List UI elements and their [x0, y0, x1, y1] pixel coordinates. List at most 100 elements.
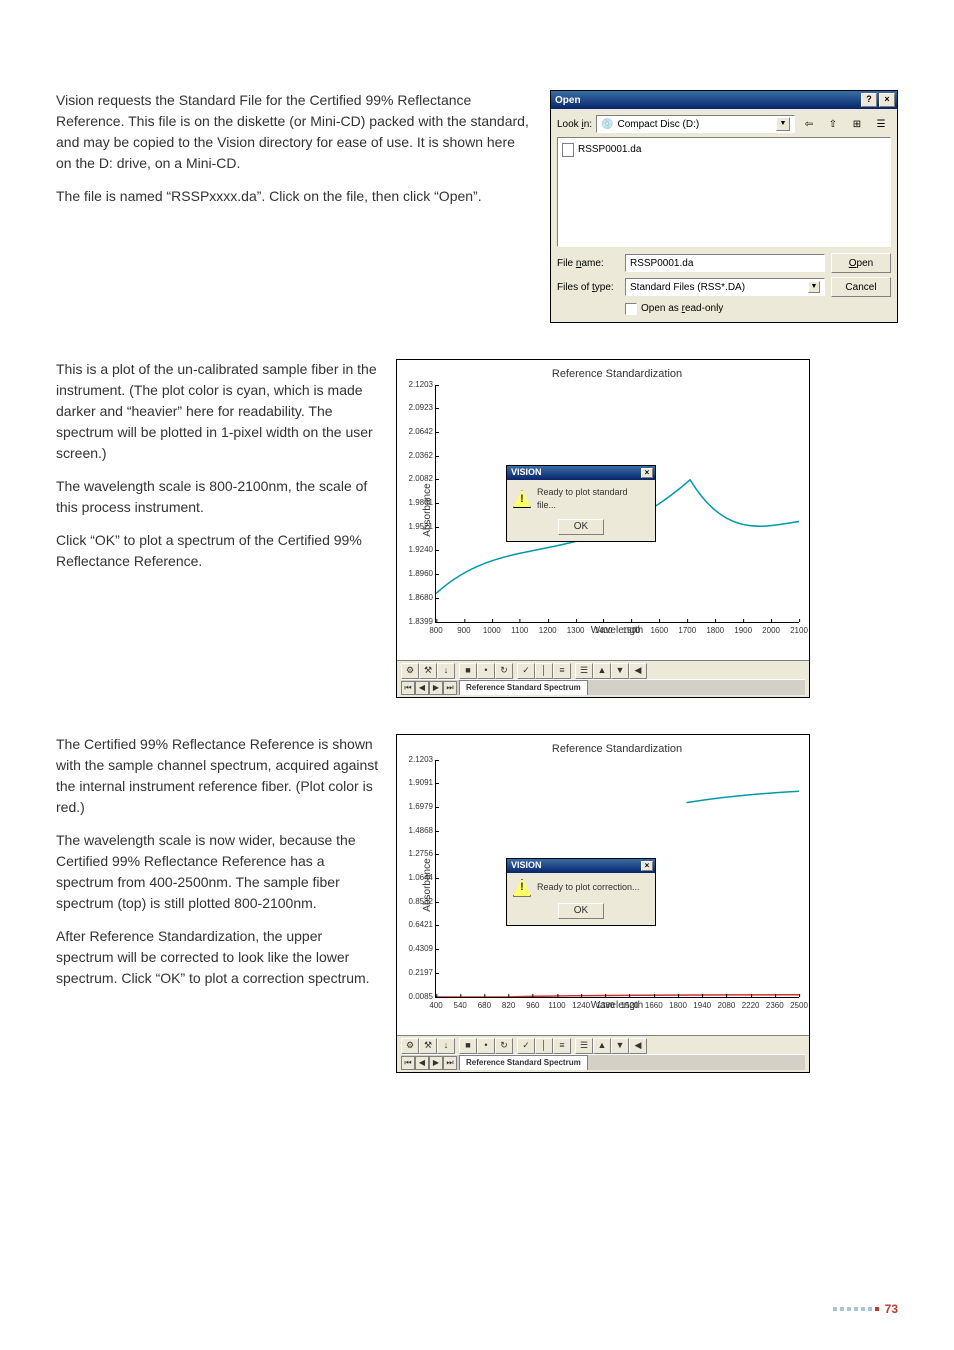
chart-1-plot: VISION × ! Ready to plot standard file..… [435, 385, 799, 623]
chart-2-tabs: ⏮ ◀ ▶ ⏭ Reference Standard Spectrum [401, 1054, 805, 1070]
file-item-label: RSSP0001.da [578, 142, 641, 157]
look-in-dropdown[interactable]: 💿 Compact Disc (D:) ▼ [596, 115, 795, 133]
chart-1-footer: ⚙⚒↓■•↻✓│≡☰▲▼◀ ⏮ ◀ ▶ ⏭ Reference Standard… [397, 660, 809, 697]
file-name-label: File name: [557, 256, 619, 271]
para-3-2: The wavelength scale is now wider, becau… [56, 830, 380, 914]
file-item[interactable]: RSSP0001.da [562, 142, 886, 157]
chart-1-title: Reference Standardization [435, 366, 799, 383]
new-folder-button[interactable]: ⊞ [847, 115, 867, 133]
look-in-value: Compact Disc (D:) [618, 117, 700, 132]
page-footer: 73 [833, 1300, 898, 1318]
view-button[interactable]: ☰ [871, 115, 891, 133]
tab-nav-next[interactable]: ▶ [429, 1056, 443, 1070]
chart-2-line-bottom [436, 982, 799, 996]
tab-nav-last[interactable]: ⏭ [443, 681, 457, 695]
chart-2-title: Reference Standardization [435, 741, 799, 758]
msgbox-1-title: VISION × [507, 466, 655, 480]
chart-1-panel: Reference Standardization Absorbance VIS… [396, 359, 810, 698]
toolbar-button[interactable]: ▲ [593, 1038, 611, 1054]
readonly-label: Open as read-only [641, 301, 723, 316]
chart-1-toolbar: ⚙⚒↓■•↻✓│≡☰▲▼◀ [401, 663, 805, 679]
para-1-1: Vision requests the Standard File for th… [56, 90, 534, 174]
para-1-2: The file is named “RSSPxxxx.da”. Click o… [56, 186, 534, 207]
readonly-checkbox[interactable] [625, 303, 637, 315]
msgbox-close-icon[interactable]: × [641, 861, 653, 871]
toolbar-button[interactable]: ↓ [437, 663, 455, 679]
toolbar-button[interactable]: ≡ [553, 1038, 571, 1054]
chart-2-plot: VISION × ! Ready to plot correction... O… [435, 760, 799, 998]
toolbar-button[interactable]: • [477, 663, 495, 679]
toolbar-button[interactable]: ▼ [611, 1038, 629, 1054]
msgbox-1-text: Ready to plot standard file... [537, 486, 649, 513]
tab-nav-last[interactable]: ⏭ [443, 1056, 457, 1070]
file-name-input[interactable]: RSSP0001.da [625, 254, 825, 272]
vision-msgbox-1: VISION × ! Ready to plot standard file..… [506, 465, 656, 542]
chart-2-footer: ⚙⚒↓■•↻✓│≡☰▲▼◀ ⏮ ◀ ▶ ⏭ Reference Standard… [397, 1035, 809, 1072]
vision-msgbox-2: VISION × ! Ready to plot correction... O… [506, 858, 656, 926]
tab-nav-first[interactable]: ⏮ [401, 681, 415, 695]
help-button[interactable]: ? [861, 93, 877, 107]
chart-2-tab[interactable]: Reference Standard Spectrum [459, 1055, 588, 1070]
file-type-dropdown[interactable]: Standard Files (RSS*.DA) ▼ [625, 278, 825, 296]
file-list[interactable]: RSSP0001.da [557, 137, 891, 247]
toolbar-button[interactable]: ⚙ [401, 663, 419, 679]
chart-2-line-top [686, 767, 799, 803]
para-2-1: This is a plot of the un-calibrated samp… [56, 359, 380, 464]
para-2-2: The wavelength scale is 800-2100nm, the … [56, 476, 380, 518]
toolbar-button[interactable]: ✓ [517, 663, 535, 679]
toolbar-button[interactable]: ☰ [575, 663, 593, 679]
page-number: 73 [885, 1300, 898, 1318]
para-3-1: The Certified 99% Reflectance Reference … [56, 734, 380, 818]
para-3-3: After Reference Standardization, the upp… [56, 926, 380, 989]
cancel-button[interactable]: Cancel [831, 277, 891, 297]
toolbar-button[interactable]: ▼ [611, 663, 629, 679]
tab-nav-next[interactable]: ▶ [429, 681, 443, 695]
toolbar-button[interactable]: • [477, 1038, 495, 1054]
toolbar-button[interactable]: ⚒ [419, 1038, 437, 1054]
open-button[interactable]: Open [831, 253, 891, 273]
tab-nav-first[interactable]: ⏮ [401, 1056, 415, 1070]
toolbar-button[interactable]: ↻ [495, 663, 513, 679]
toolbar-button[interactable]: ◀ [629, 663, 647, 679]
close-button[interactable]: × [879, 93, 895, 107]
msgbox-2-title: VISION × [507, 859, 655, 873]
msgbox-2-ok-button[interactable]: OK [558, 903, 604, 919]
toolbar-button[interactable]: ↻ [495, 1038, 513, 1054]
toolbar-button[interactable]: ↓ [437, 1038, 455, 1054]
toolbar-button[interactable]: ≡ [553, 663, 571, 679]
toolbar-button[interactable]: ✓ [517, 1038, 535, 1054]
toolbar-button[interactable]: │ [535, 1038, 553, 1054]
para-2-3: Click “OK” to plot a spectrum of the Cer… [56, 530, 380, 572]
chart-2-toolbar: ⚙⚒↓■•↻✓│≡☰▲▼◀ [401, 1038, 805, 1054]
dropdown-arrow-icon[interactable]: ▼ [808, 281, 820, 293]
open-dialog: Open ? × Look in: 💿 Compact Disc (D:) ▼ … [550, 90, 898, 323]
chart-1-tabs: ⏮ ◀ ▶ ⏭ Reference Standard Spectrum [401, 679, 805, 695]
toolbar-button[interactable]: ■ [459, 1038, 477, 1054]
open-dialog-title: Open [555, 93, 581, 108]
toolbar-button[interactable]: ◀ [629, 1038, 647, 1054]
msgbox-1-ok-button[interactable]: OK [558, 519, 604, 535]
cd-icon: 💿 [601, 117, 613, 132]
look-in-label: Look in: [557, 117, 592, 132]
chart-1-tab[interactable]: Reference Standard Spectrum [459, 680, 588, 695]
tab-nav-prev[interactable]: ◀ [415, 681, 429, 695]
toolbar-button[interactable]: ☰ [575, 1038, 593, 1054]
toolbar-button[interactable]: ■ [459, 663, 477, 679]
msgbox-2-text: Ready to plot correction... [537, 881, 640, 895]
toolbar-button[interactable]: │ [535, 663, 553, 679]
toolbar-button[interactable]: ⚒ [419, 663, 437, 679]
msgbox-close-icon[interactable]: × [641, 468, 653, 478]
document-icon [562, 143, 574, 157]
file-type-label: Files of type: [557, 280, 619, 295]
tab-nav-prev[interactable]: ◀ [415, 1056, 429, 1070]
toolbar-button[interactable]: ▲ [593, 663, 611, 679]
back-button[interactable]: ⇦ [799, 115, 819, 133]
up-button[interactable]: ⇧ [823, 115, 843, 133]
warning-icon: ! [513, 879, 531, 897]
dropdown-arrow-icon[interactable]: ▼ [776, 117, 790, 131]
open-dialog-titlebar: Open ? × [551, 91, 897, 109]
footer-dots-icon [833, 1307, 879, 1311]
warning-icon: ! [513, 490, 531, 508]
toolbar-button[interactable]: ⚙ [401, 1038, 419, 1054]
chart-2-panel: Reference Standardization Absorbance VIS… [396, 734, 810, 1073]
